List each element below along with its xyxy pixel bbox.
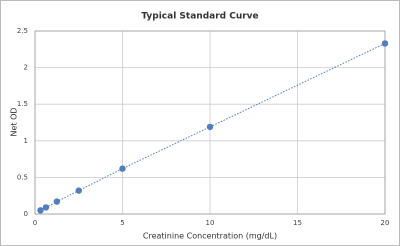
y-tick-label: 1.5 xyxy=(17,100,28,108)
y-tick-label: 2.5 xyxy=(17,27,28,35)
y-tick-label: 1 xyxy=(24,137,28,145)
y-tick-label: 2 xyxy=(24,64,28,72)
x-axis-label: Creatinine Concentration (mg/dL) xyxy=(143,232,277,241)
y-tick-label: 0.5 xyxy=(17,173,28,181)
data-point xyxy=(75,187,82,194)
chart-title: Typical Standard Curve xyxy=(141,12,258,22)
x-tick-label: 10 xyxy=(206,219,215,227)
x-tick-label: 20 xyxy=(381,219,390,227)
x-tick-label: 5 xyxy=(120,219,124,227)
data-point xyxy=(42,204,50,211)
data-point xyxy=(206,123,214,131)
y-tick-label: 0 xyxy=(24,210,28,218)
x-tick-label: 15 xyxy=(293,219,302,227)
data-point xyxy=(119,165,126,172)
x-tick-label: 0 xyxy=(33,219,37,227)
data-point xyxy=(53,198,61,205)
data-point xyxy=(37,207,44,214)
plot-border xyxy=(34,30,386,215)
data-point xyxy=(381,40,389,47)
y-axis-label: Net OD xyxy=(10,107,19,136)
